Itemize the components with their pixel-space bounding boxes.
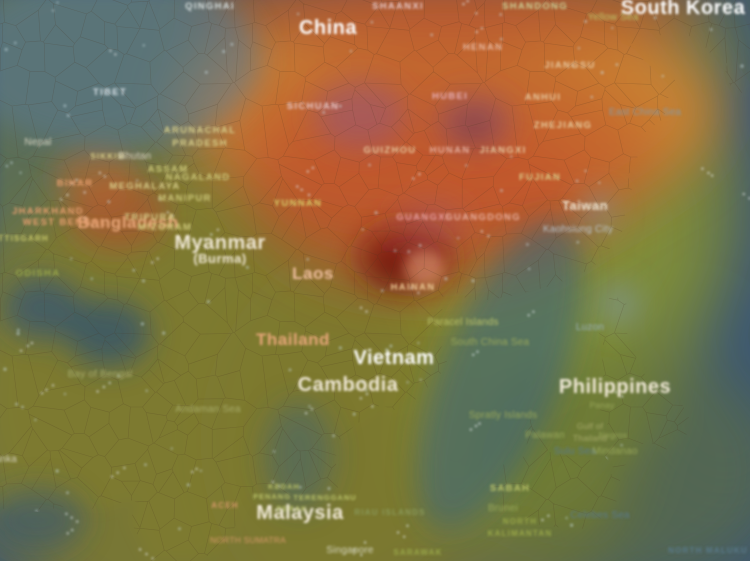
svg-text:Taiwan: Taiwan xyxy=(562,198,608,213)
svg-text:Luzon: Luzon xyxy=(576,322,604,333)
svg-text:(Burma): (Burma) xyxy=(193,251,246,266)
svg-text:China: China xyxy=(299,17,357,39)
svg-text:SARAWAK: SARAWAK xyxy=(393,548,442,557)
svg-text:SHANDONG: SHANDONG xyxy=(502,1,568,12)
svg-text:KEDAH: KEDAH xyxy=(268,482,300,491)
svg-text:TERENGGANU: TERENGGANU xyxy=(293,493,356,502)
svg-text:JIANGSU: JIANGSU xyxy=(544,60,595,71)
svg-text:GUIZHOU: GUIZHOU xyxy=(364,145,417,156)
svg-text:HENAN: HENAN xyxy=(463,42,503,53)
svg-text:Thailand: Thailand xyxy=(573,433,607,443)
svg-text:Andaman Sea: Andaman Sea xyxy=(175,404,241,415)
svg-text:Sri Lanka: Sri Lanka xyxy=(0,454,17,465)
svg-text:South Korea: South Korea xyxy=(621,0,746,19)
svg-text:TIBET: TIBET xyxy=(93,87,127,98)
svg-text:Panay: Panay xyxy=(589,400,615,410)
svg-text:JHARKHAND: JHARKHAND xyxy=(12,206,84,217)
svg-text:Philippines: Philippines xyxy=(559,376,671,398)
svg-text:Vietnam: Vietnam xyxy=(354,347,435,369)
svg-text:SABAH: SABAH xyxy=(490,483,530,494)
svg-text:PRADESH: PRADESH xyxy=(172,138,228,149)
svg-text:Brunei: Brunei xyxy=(488,503,518,514)
svg-text:East China Sea: East China Sea xyxy=(609,107,682,118)
svg-text:CHHATTISGARH: CHHATTISGARH xyxy=(0,234,49,243)
svg-text:HAINAN: HAINAN xyxy=(391,282,436,293)
svg-text:Singapore: Singapore xyxy=(326,545,374,556)
svg-text:RIAU ISLANDS: RIAU ISLANDS xyxy=(354,508,425,517)
svg-text:Mindanao: Mindanao xyxy=(592,446,638,457)
svg-text:Laos: Laos xyxy=(292,264,334,283)
svg-text:SHAANXI: SHAANXI xyxy=(372,1,424,12)
svg-text:HUBEI: HUBEI xyxy=(432,91,468,102)
svg-text:HUNAN: HUNAN xyxy=(430,145,471,156)
svg-text:ARUNACHAL: ARUNACHAL xyxy=(164,125,236,136)
svg-text:MEGHALAYA: MEGHALAYA xyxy=(109,181,180,192)
svg-text:FUJIAN: FUJIAN xyxy=(519,172,561,183)
svg-text:GUANGDONG: GUANGDONG xyxy=(445,212,521,223)
svg-text:MANIPUR: MANIPUR xyxy=(158,193,211,204)
svg-text:NORTH SUMATRA: NORTH SUMATRA xyxy=(210,535,286,545)
svg-text:KALIMANTAN: KALIMANTAN xyxy=(488,529,553,538)
svg-text:WEST BENGAL: WEST BENGAL xyxy=(23,217,108,228)
svg-text:PERAK: PERAK xyxy=(276,504,307,513)
svg-text:PENANG: PENANG xyxy=(253,492,291,501)
svg-text:ZHEJIANG: ZHEJIANG xyxy=(534,120,592,131)
svg-text:MIZORAM: MIZORAM xyxy=(138,222,192,233)
svg-text:SICHUAN: SICHUAN xyxy=(287,101,339,112)
svg-text:South China Sea: South China Sea xyxy=(451,337,530,348)
svg-text:Celebes Sea: Celebes Sea xyxy=(570,510,630,521)
svg-text:Thailand: Thailand xyxy=(256,330,330,349)
svg-text:BIHAR: BIHAR xyxy=(57,178,94,189)
svg-text:NORTH MALUKU: NORTH MALUKU xyxy=(668,546,748,555)
svg-text:Spratly Islands: Spratly Islands xyxy=(469,410,538,421)
svg-text:Bay of Bengal: Bay of Bengal xyxy=(68,369,133,380)
svg-text:NORTH: NORTH xyxy=(503,517,537,526)
svg-text:Palawan: Palawan xyxy=(525,430,565,441)
svg-text:QINGHAI: QINGHAI xyxy=(185,1,235,12)
svg-text:Paracel Islands: Paracel Islands xyxy=(427,317,498,328)
svg-text:Sulu Sea: Sulu Sea xyxy=(554,446,596,457)
svg-text:Yellow Sea: Yellow Sea xyxy=(587,12,638,23)
svg-text:GUANGXI: GUANGXI xyxy=(396,212,449,223)
svg-text:ANHUI: ANHUI xyxy=(525,92,562,103)
svg-text:Gulf of: Gulf of xyxy=(577,421,604,431)
svg-text:Nepal: Nepal xyxy=(24,137,51,148)
svg-text:Cambodia: Cambodia xyxy=(298,374,399,396)
svg-text:ACEH: ACEH xyxy=(211,501,238,510)
svg-text:Kaohsiung City: Kaohsiung City xyxy=(543,224,613,235)
svg-text:Bhutan: Bhutan xyxy=(119,151,152,162)
svg-text:JIANGXI: JIANGXI xyxy=(479,145,526,156)
svg-text:YUNNAN: YUNNAN xyxy=(274,198,322,209)
svg-text:ODISHA: ODISHA xyxy=(16,268,61,279)
